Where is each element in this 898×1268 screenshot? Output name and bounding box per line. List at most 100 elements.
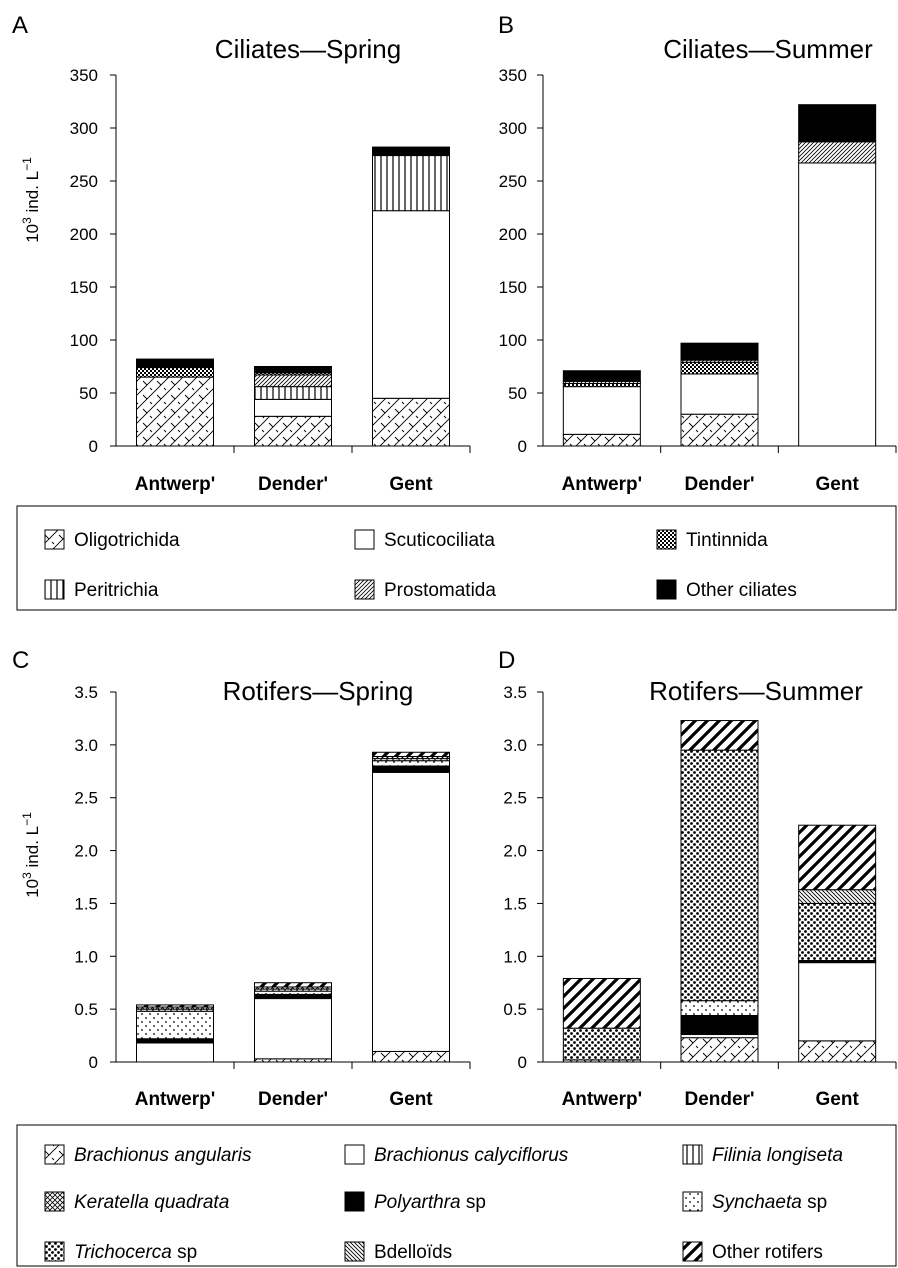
legend-swatch bbox=[344, 1144, 365, 1165]
y-tick-label: 3.5 bbox=[503, 683, 527, 702]
bar-segment-scut bbox=[680, 373, 759, 415]
y-tick-label: 0 bbox=[89, 437, 98, 456]
bar-segment-bang bbox=[372, 1050, 450, 1063]
bar-segment-olig bbox=[562, 433, 641, 447]
legend-label: Synchaeta sp bbox=[712, 1192, 827, 1213]
y-tick-label: 150 bbox=[70, 278, 98, 297]
legend-item-tint: Tintinnida bbox=[656, 529, 768, 551]
y-tick-label: 3.5 bbox=[74, 683, 98, 702]
y-tick-label: 50 bbox=[79, 384, 98, 403]
y-tick-label: 1.5 bbox=[503, 894, 527, 913]
bar-segment-scut bbox=[798, 162, 877, 447]
rotifers-legend-box bbox=[16, 1124, 897, 1267]
chart-title: Ciliates—Spring bbox=[215, 34, 401, 64]
legend-swatch bbox=[682, 1144, 703, 1165]
chart-panel-d: D Rotifers—Summer 0 0.5 1.0 1.5 2.0 2.5 3.0 3.5 An… bbox=[498, 647, 897, 1110]
y-tick-label: 200 bbox=[499, 225, 527, 244]
bar-segment-poly bbox=[136, 1038, 214, 1044]
legend-item-otherr: Other rotifers bbox=[682, 1241, 823, 1263]
legend-item-fil: Filinia longiseta bbox=[682, 1144, 843, 1166]
bar-segment-syn bbox=[372, 760, 450, 767]
bar-segment-olig bbox=[254, 415, 332, 447]
bar-segment-tint bbox=[680, 361, 759, 375]
bar-segment-olig bbox=[372, 397, 450, 447]
legend-swatch bbox=[344, 1241, 365, 1262]
legend-label: Polyarthra sp bbox=[374, 1192, 486, 1213]
bar-segment-scut bbox=[562, 386, 641, 435]
legend-label: Other ciliates bbox=[686, 580, 797, 601]
legend-item-ker: Keratella quadrata bbox=[44, 1191, 229, 1213]
x-tick-label: Antwerp' bbox=[135, 1089, 216, 1110]
legend-item-otherc: Other ciliates bbox=[656, 579, 797, 601]
chart-panel-c: C Rotifers—Spring 103 ind. L−1 0 0.5 1.0 1.5 2.… bbox=[12, 647, 471, 1110]
ciliates-legend: Oligotrichida Scuticociliata Tintinnida Per… bbox=[44, 529, 797, 601]
legend-item-syn: Synchaeta sp bbox=[682, 1191, 827, 1213]
y-tick-label: 2.0 bbox=[503, 842, 527, 861]
x-tick-label: Gent bbox=[816, 1089, 860, 1110]
legend-swatch bbox=[44, 529, 65, 550]
x-tick-label: Antwerp' bbox=[562, 474, 643, 495]
legend-swatch bbox=[682, 1241, 703, 1262]
y-tick-label: 0 bbox=[89, 1053, 98, 1072]
legend-item-bdel: Bdelloïds bbox=[344, 1241, 452, 1263]
legend-label: Scuticociliata bbox=[384, 530, 495, 551]
y-tick-label: 3.0 bbox=[74, 736, 98, 755]
legend-item-scut: Scuticociliata bbox=[354, 529, 495, 551]
bar-segment-syn bbox=[136, 1010, 214, 1040]
y-tick-label: 50 bbox=[508, 384, 527, 403]
bar-segment-poly bbox=[372, 765, 450, 773]
y-tick-label: 250 bbox=[70, 172, 98, 191]
legend-swatch bbox=[344, 1191, 365, 1212]
legend-label: Brachionus calyciflorus bbox=[374, 1145, 569, 1166]
bar-segment-peri bbox=[254, 386, 332, 400]
bar-segment-otherc bbox=[562, 370, 641, 382]
x-tick-label: Dender' bbox=[258, 474, 328, 495]
bar-segment-poly bbox=[254, 993, 332, 1000]
bar-segment-bcal bbox=[136, 1042, 214, 1063]
bar-segment-otherc bbox=[372, 146, 450, 157]
x-tick-label: Antwerp' bbox=[562, 1089, 643, 1110]
legend-swatch bbox=[354, 529, 375, 550]
legend-label: Oligotrichida bbox=[74, 530, 180, 551]
y-tick-label: 150 bbox=[499, 278, 527, 297]
y-tick-label: 2.5 bbox=[74, 789, 98, 808]
y-tick-label: 100 bbox=[70, 331, 98, 350]
legend-item-peri: Peritrichia bbox=[44, 579, 159, 601]
bar-segment-bcal bbox=[254, 998, 332, 1060]
y-tick-label: 1.0 bbox=[503, 947, 527, 966]
x-tick-label: Dender' bbox=[685, 474, 755, 495]
bar-segment-scut bbox=[254, 398, 332, 417]
legend-item-prost: Prostomatida bbox=[354, 579, 496, 601]
x-tick-label: Dender' bbox=[685, 1089, 755, 1110]
panel-letter: C bbox=[12, 647, 29, 674]
y-tick-label: 350 bbox=[70, 66, 98, 85]
legend-label: Other rotifers bbox=[712, 1242, 823, 1263]
legend-item-bang: Brachionus angularis bbox=[44, 1144, 252, 1166]
legend-label: Bdelloïds bbox=[374, 1242, 452, 1263]
legend-item-tri: Trichocerca sp bbox=[44, 1241, 197, 1263]
legend-label: Trichocerca sp bbox=[74, 1242, 197, 1263]
y-tick-label: 300 bbox=[70, 119, 98, 138]
chart-title: Rotifers—Summer bbox=[649, 676, 863, 706]
bar-segment-otherr bbox=[136, 1004, 214, 1008]
rotifers-legend: Brachionus angularis Brachionus calyciflo… bbox=[44, 1144, 843, 1263]
bar-segment-otherr bbox=[562, 977, 641, 1029]
bar-segment-bang bbox=[798, 1040, 877, 1063]
legend-swatch bbox=[44, 1144, 65, 1165]
legend-swatch bbox=[656, 579, 677, 600]
y-tick-label: 0 bbox=[518, 1053, 527, 1072]
bar-segment-syn bbox=[680, 1000, 759, 1016]
bar-segment-otherr bbox=[254, 982, 332, 988]
bar-segment-otherc bbox=[254, 366, 332, 374]
y-tick-label: 1.0 bbox=[74, 947, 98, 966]
x-tick-label: Gent bbox=[389, 1089, 433, 1110]
y-tick-label: 200 bbox=[70, 225, 98, 244]
legend-label: Peritrichia bbox=[74, 580, 159, 601]
y-tick-label: 300 bbox=[499, 119, 527, 138]
legend-label: Tintinnida bbox=[686, 530, 768, 551]
bar-segment-bdel bbox=[798, 889, 877, 904]
bar-segment-scut bbox=[372, 210, 450, 399]
bar-segment-prost bbox=[798, 141, 877, 164]
y-tick-label: 350 bbox=[499, 66, 527, 85]
